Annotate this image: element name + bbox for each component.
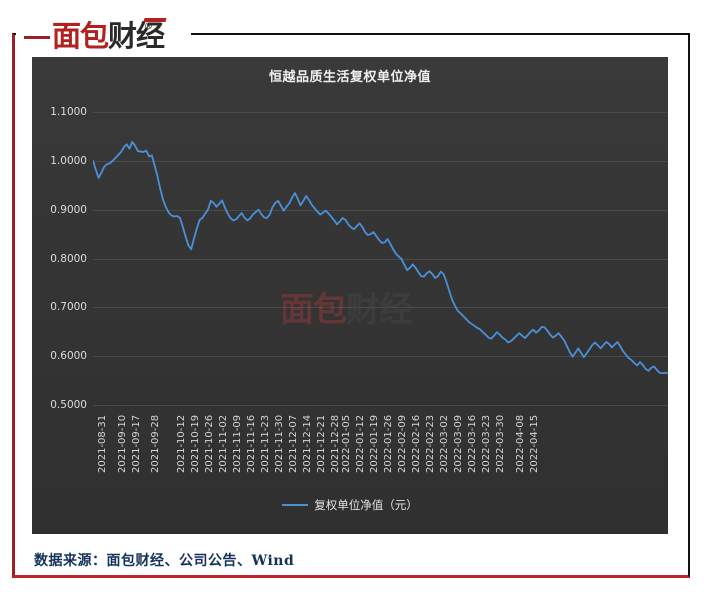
series-line-chart	[93, 140, 668, 375]
x-axis-tick-label: 2022-03-16	[467, 414, 479, 473]
x-axis-tick-label: 2022-01-12	[355, 414, 367, 473]
logo-text-red: 面包	[52, 19, 109, 53]
x-axis-tick-label: 2022-03-09	[453, 414, 465, 473]
x-axis-tick-label: 2022-01-26	[383, 414, 395, 473]
x-axis-tick-label: 2022-04-08	[514, 414, 526, 473]
legend-label: 复权单位净值（元）	[314, 498, 418, 512]
gridline	[93, 112, 668, 113]
logo-bar-accent	[143, 18, 167, 22]
logo-dash-accent	[24, 36, 50, 39]
x-axis-tick-label: 2021-12-28	[329, 414, 341, 473]
x-axis-tick-label: 2021-11-02	[217, 414, 229, 473]
logo-text-dark: 财经	[108, 19, 165, 53]
y-axis-tick-label: 0.7000	[50, 301, 87, 314]
y-axis-tick-label: 0.6000	[50, 350, 87, 363]
y-axis-tick-label: 0.9000	[50, 203, 87, 216]
data-source-note: 数据来源：面包财经、公司公告、Wind	[34, 553, 295, 569]
chart-title: 恒越品质生活复权单位净值	[268, 70, 431, 85]
x-axis-tick-label: 2021-08-31	[97, 414, 108, 473]
series-line	[93, 140, 668, 375]
x-axis-tick-label: 2021-09-28	[150, 414, 162, 473]
gridline	[93, 356, 668, 358]
x-axis-tick-label: 2022-03-30	[495, 414, 507, 473]
x-axis-tick-label: 2022-03-23	[481, 414, 493, 473]
x-axis-tick-label: 2021-11-09	[231, 414, 243, 473]
x-axis-tick-label: 2021-11-30	[273, 414, 285, 473]
x-axis-tick-label: 2021-12-14	[301, 414, 313, 473]
x-axis-tick-label: 2022-01-05	[341, 414, 353, 473]
x-axis-tick-label: 2022-02-16	[411, 414, 423, 473]
plot-area: 1.1000 1.0000 0.9000 0.8000 0.7000 0.6000 0.50…	[50, 106, 668, 473]
x-axis-tick-label: 2021-09-17	[130, 414, 142, 473]
x-axis-tick-label: 2021-10-12	[175, 414, 187, 473]
logo-wordmark: 面包财经 ®	[52, 18, 167, 53]
y-axis-tick-label: 1.0000	[50, 154, 87, 167]
y-axis-tick-label: 1.1000	[50, 106, 87, 118]
chart-panel: 恒越品质生活复权单位净值 面包财经 1.1000 1.0000 0.9000 0.80…	[32, 57, 668, 534]
chart-legend: 复权单位净值（元）	[32, 497, 668, 513]
gridline	[93, 405, 668, 406]
y-axis-tick-label: 0.5000	[50, 399, 87, 411]
x-axis-tick-label: 2022-02-23	[425, 414, 437, 473]
gridline	[93, 160, 668, 162]
brand-logo: 面包财经 ®	[24, 12, 167, 53]
x-axis-tick-label: 2021-12-21	[315, 414, 327, 473]
x-axis-tick-label: 2021-10-26	[203, 414, 215, 473]
x-axis-tick-label: 2022-04-15	[528, 414, 540, 473]
gridline	[93, 258, 668, 260]
x-axis-tick-label: 2022-03-02	[439, 414, 451, 473]
legend-color-swatch	[282, 503, 309, 507]
x-axis-tick-label: 2021-12-07	[287, 414, 299, 473]
x-axis-tick-label: 2021-09-10	[116, 414, 128, 473]
x-axis-tick-label: 2021-11-23	[259, 414, 271, 473]
gridline	[93, 209, 668, 211]
registered-trademark-icon: ®	[144, 22, 153, 32]
x-axis-tick-label: 2022-01-19	[369, 414, 381, 473]
frame-logo-notch	[16, 26, 191, 44]
y-axis-tick-label: 0.8000	[50, 252, 87, 265]
x-axis-tick-label: 2022-02-09	[397, 414, 409, 473]
x-axis-tick-label: 2021-11-16	[245, 414, 257, 473]
gridline	[93, 307, 668, 309]
x-axis-tick-label: 2021-10-19	[189, 414, 201, 473]
